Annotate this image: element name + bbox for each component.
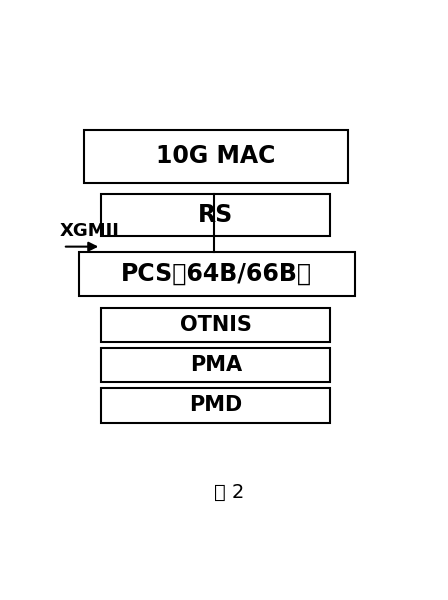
Text: 10G MAC: 10G MAC — [156, 145, 276, 169]
Bar — [101, 194, 330, 236]
Bar — [101, 308, 330, 342]
Text: PCS（64B/66B）: PCS（64B/66B） — [121, 262, 312, 286]
Bar — [78, 252, 355, 296]
Bar — [101, 388, 330, 422]
Text: 图 2: 图 2 — [215, 483, 245, 502]
Text: PMA: PMA — [190, 355, 242, 375]
Text: XGMII: XGMII — [60, 222, 119, 240]
Text: PMD: PMD — [189, 395, 242, 415]
Bar — [101, 348, 330, 382]
Text: RS: RS — [198, 203, 233, 227]
Text: OTNIS: OTNIS — [180, 315, 252, 335]
Bar — [84, 130, 348, 183]
